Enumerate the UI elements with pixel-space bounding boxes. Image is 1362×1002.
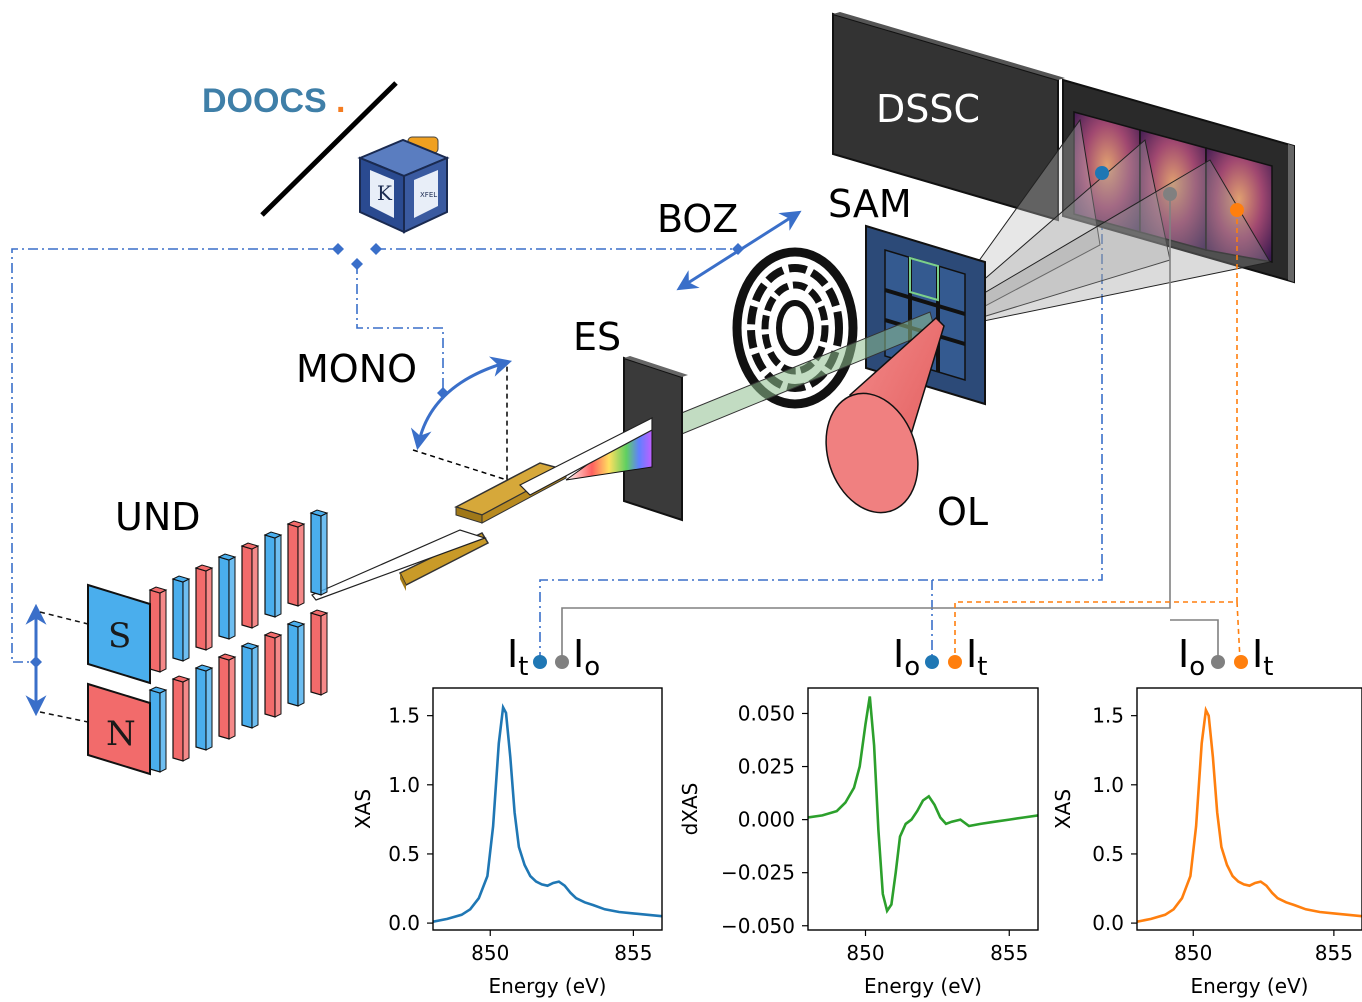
x-axis-label: Energy (eV) — [489, 974, 607, 998]
y-axis-label: XAS — [1051, 789, 1075, 829]
y-tick-label: 0.5 — [388, 842, 420, 866]
signal-label-sub: o — [1189, 652, 1205, 682]
signal-label-main: I — [966, 632, 977, 676]
ol-label: OL — [937, 490, 988, 534]
svg-text:Io: Io — [573, 632, 600, 682]
beam-und-to-mono — [311, 529, 487, 601]
signal-label-main: I — [893, 632, 904, 676]
signal-dot-orange — [948, 655, 962, 669]
signal-dot-orange — [1234, 655, 1248, 669]
magnet-s-label: S — [108, 616, 131, 656]
y-axis-label: XAS — [351, 789, 375, 829]
plot-frame — [1136, 687, 1362, 931]
x-tick-label: 850 — [846, 941, 884, 965]
y-axis-label: dXAS — [678, 783, 702, 836]
signal-dot-blue — [533, 655, 547, 669]
x-tick-label: 855 — [1315, 941, 1353, 965]
y-tick-label: 0.050 — [738, 701, 795, 725]
signal-label-sub: t — [1263, 652, 1273, 682]
y-tick-label: 1.5 — [1092, 704, 1124, 728]
sam-label: SAM — [828, 182, 912, 226]
svg-text:It: It — [966, 632, 987, 682]
signal-dot-gray — [555, 655, 569, 669]
svg-text:It: It — [507, 632, 528, 682]
y-tick-label: −0.050 — [721, 914, 795, 938]
roi-dot-orange — [1230, 203, 1244, 217]
boz-label: BOZ — [657, 197, 738, 241]
y-tick-label: 0.0 — [388, 911, 420, 935]
signal-label-main: I — [1252, 632, 1263, 676]
y-tick-label: 0.5 — [1092, 842, 1124, 866]
undulator-bottom-array — [148, 609, 329, 773]
y-tick-label: 0.0 — [1092, 911, 1124, 935]
svg-text:Io: Io — [1178, 632, 1205, 682]
signal-group-2: Io It — [893, 632, 987, 682]
signal-dot-gray — [1211, 655, 1225, 669]
beam-mono-to-es — [518, 417, 653, 496]
series-line-1 — [433, 703, 662, 923]
y-tick-label: 1.5 — [388, 704, 420, 728]
x-axis-label: Energy (eV) — [864, 974, 982, 998]
signal-label-sub: o — [584, 652, 600, 682]
mono-label: MONO — [296, 347, 417, 391]
svg-text:Io: Io — [893, 632, 920, 682]
magnet-n-block: N — [87, 682, 151, 776]
und-label: UND — [115, 495, 201, 539]
x-tick-label: 855 — [614, 941, 652, 965]
x-axis-label: Energy (eV) — [1191, 974, 1309, 998]
signal-label-main: I — [573, 632, 584, 676]
series-line-1 — [1137, 705, 1362, 923]
signal-label-sub: t — [518, 652, 528, 682]
logo-divider — [260, 81, 398, 217]
doocs-logo-text: DOOCS — [202, 82, 327, 120]
magnet-n-label: N — [106, 714, 136, 754]
signal-label-main: I — [507, 632, 518, 676]
control-system: DOOCS . K XFEL — [11, 81, 1103, 668]
x-tick-label: 850 — [471, 941, 509, 965]
dssc-label: DSSC — [876, 87, 980, 131]
x-tick-label: 850 — [1174, 941, 1212, 965]
es-label: ES — [573, 315, 621, 359]
y-tick-label: 0.000 — [738, 808, 795, 832]
chart-2: 0.050 0.025 0.000 −0.025 −0.050 850 855 Energy … — [678, 687, 1039, 998]
y-tick-label: 1.0 — [388, 773, 420, 797]
signal-lines — [561, 194, 1241, 661]
signal-label-sub: o — [904, 652, 920, 682]
plot-frame — [807, 687, 1039, 931]
boz-motion-arrow — [676, 210, 802, 291]
signal-group-1: It Io — [507, 632, 600, 682]
karabo-cube-icon: K XFEL — [357, 136, 450, 234]
y-tick-label: 1.0 — [1092, 773, 1124, 797]
y-tick-label: −0.025 — [721, 861, 795, 885]
signal-dot-blue — [925, 655, 939, 669]
doocs-logo-dot: . — [336, 82, 345, 120]
signal-label-sub: t — [977, 652, 987, 682]
roi-dot-gray — [1163, 187, 1177, 201]
svg-text:It: It — [1252, 632, 1273, 682]
y-tick-label: 0.025 — [738, 755, 795, 779]
x-tick-label: 855 — [990, 941, 1028, 965]
optical-laser-cone — [825, 316, 945, 514]
plot-frame — [432, 687, 663, 931]
signal-label-main: I — [1178, 632, 1189, 676]
gap-dash-bottom — [39, 711, 89, 723]
karabo-xfel-label: XFEL — [420, 191, 437, 199]
gap-dash-top — [39, 611, 89, 625]
magnet-s-block: S — [87, 583, 151, 685]
undulator-top-array — [148, 509, 329, 673]
chart-1: 0.0 0.5 1.0 1.5 850 855 Energy (eV) XAS — [351, 687, 663, 998]
karabo-k-label: K — [377, 181, 393, 205]
series-line-1 — [808, 696, 1038, 915]
signal-group-3: Io It — [1178, 632, 1273, 682]
mono-rotation-arrow — [410, 356, 513, 451]
roi-dot-blue — [1095, 166, 1109, 180]
